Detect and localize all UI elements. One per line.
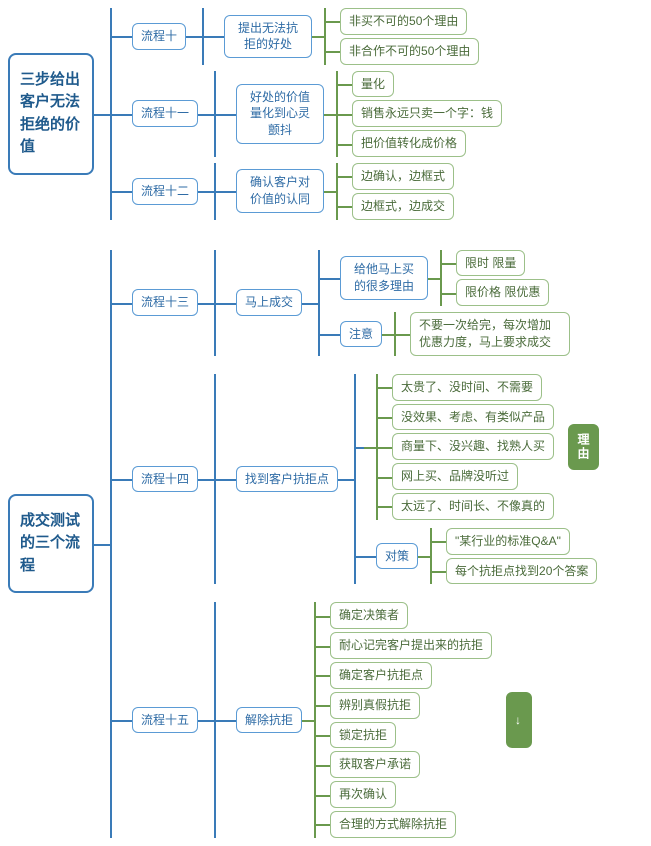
sub-label: 找到客户抗拒点 <box>236 466 338 493</box>
step12-leaves: 边确认，边框式 边框式，边成交 <box>336 163 454 220</box>
step-14: 流程十四 找到客户抗拒点 太贵了、没时间、不需要 没效果、考虑、有类似产品 商量… <box>132 374 616 585</box>
step-label: 流程十一 <box>132 100 198 127</box>
leaf: 不要一次给完，每次增加优惠力度，马上要求成交 <box>410 312 570 356</box>
leaf: 太远了、时间长、不像真的 <box>392 493 554 520</box>
leaf: 锁定抗拒 <box>330 722 396 749</box>
sub-label: 马上成交 <box>236 289 302 316</box>
group-label: 给他马上买的很多理由 <box>340 256 428 300</box>
leaf: 非买不可的50个理由 <box>340 8 467 35</box>
side-label-reason: 理由 <box>568 424 599 470</box>
leaf: 商量下、没兴趣、找熟人买 <box>392 433 554 460</box>
leaf: 非合作不可的50个理由 <box>340 38 479 65</box>
leaf: "某行业的标准Q&A" <box>446 528 570 555</box>
leaf: 辨别真假抗拒 <box>330 692 420 719</box>
step11-leaves: 量化 销售永远只卖一个字：钱 把价值转化成价格 <box>336 71 502 157</box>
leaf: 销售永远只卖一个字：钱 <box>352 100 502 127</box>
step-label: 流程十 <box>132 23 186 50</box>
leaf: 每个抗拒点找到20个答案 <box>446 558 597 585</box>
sub-label: 好处的价值量化到心灵颤抖 <box>236 84 324 144</box>
leaf: 再次确认 <box>330 781 396 808</box>
step-label: 流程十五 <box>132 707 198 734</box>
step-12: 流程十二 确认客户对价值的认同 边确认，边框式 边框式，边成交 <box>132 163 502 220</box>
step10-sub: 提出无法抗拒的好处 非买不可的50个理由 非合作不可的50个理由 <box>202 8 479 65</box>
step-10: 流程十 提出无法抗拒的好处 非买不可的50个理由 非合作不可的50个理由 <box>132 8 502 65</box>
step12-sub: 确认客户对价值的认同 边确认，边框式 边框式，边成交 <box>214 163 454 220</box>
step10-subrow: 提出无法抗拒的好处 非买不可的50个理由 非合作不可的50个理由 <box>224 8 479 65</box>
step-label: 流程十二 <box>132 178 198 205</box>
leaf: 把价值转化成价格 <box>352 130 466 157</box>
leaf: 确定客户抗拒点 <box>330 662 432 689</box>
leaf: 获取客户承诺 <box>330 751 420 778</box>
leaf: 确定决策者 <box>330 602 408 629</box>
step-label: 流程十三 <box>132 289 198 316</box>
leaf: 边确认，边框式 <box>352 163 454 190</box>
sub-label: 解除抗拒 <box>236 707 302 734</box>
leaf: 边框式，边成交 <box>352 193 454 220</box>
step-11: 流程十一 好处的价值量化到心灵颤抖 量化 销售永远只卖一个字：钱 把价值转化成价… <box>132 71 502 157</box>
section-1: 三步给出客户无法拒绝的价值 流程十 提出无法抗拒的好处 非买不可的50个理由 非… <box>8 8 643 220</box>
sub-label: 提出无法抗拒的好处 <box>224 15 312 59</box>
sub-label: 确认客户对价值的认同 <box>236 169 324 213</box>
root-node-2: 成交测试的三个流程 <box>8 494 94 594</box>
leaf: 量化 <box>352 71 394 98</box>
leaf: 太贵了、没时间、不需要 <box>392 374 542 401</box>
step11-sub: 好处的价值量化到心灵颤抖 量化 销售永远只卖一个字：钱 把价值转化成价格 <box>214 71 502 157</box>
step-15: 流程十五 解除抗拒 确定决策者 耐心记完客户提出来的抗拒 确定客户抗拒点 辨别真… <box>132 602 616 837</box>
leaf: 限价格 限优惠 <box>456 279 549 306</box>
leaf: 合理的方式解除抗拒 <box>330 811 456 838</box>
leaf: 限时 限量 <box>456 250 525 277</box>
leaf: 没效果、考虑、有类似产品 <box>392 404 554 431</box>
step-13: 流程十三 马上成交 给他马上买的很多理由 限时 限量 限价格 限优惠 <box>132 250 616 356</box>
step-label: 流程十四 <box>132 466 198 493</box>
root-node-1: 三步给出客户无法拒绝的价值 <box>8 53 94 175</box>
group-label: 注意 <box>340 321 382 348</box>
counter-label: 对策 <box>376 543 418 570</box>
leaf: 耐心记完客户提出来的抗拒 <box>330 632 492 659</box>
mindmap-root: 三步给出客户无法拒绝的价值 流程十 提出无法抗拒的好处 非买不可的50个理由 非… <box>8 8 643 838</box>
side-label-arrow: ↓ <box>506 692 532 748</box>
section2-children: 流程十三 马上成交 给他马上买的很多理由 限时 限量 限价格 限优惠 <box>110 250 616 838</box>
leaf: 网上买、品牌没听过 <box>392 463 518 490</box>
step10-leaves: 非买不可的50个理由 非合作不可的50个理由 <box>324 8 479 65</box>
section1-children: 流程十 提出无法抗拒的好处 非买不可的50个理由 非合作不可的50个理由 流程十… <box>110 8 502 220</box>
section-2: 成交测试的三个流程 流程十三 马上成交 给他马上买的很多理由 限时 限量 限价格… <box>8 250 643 838</box>
